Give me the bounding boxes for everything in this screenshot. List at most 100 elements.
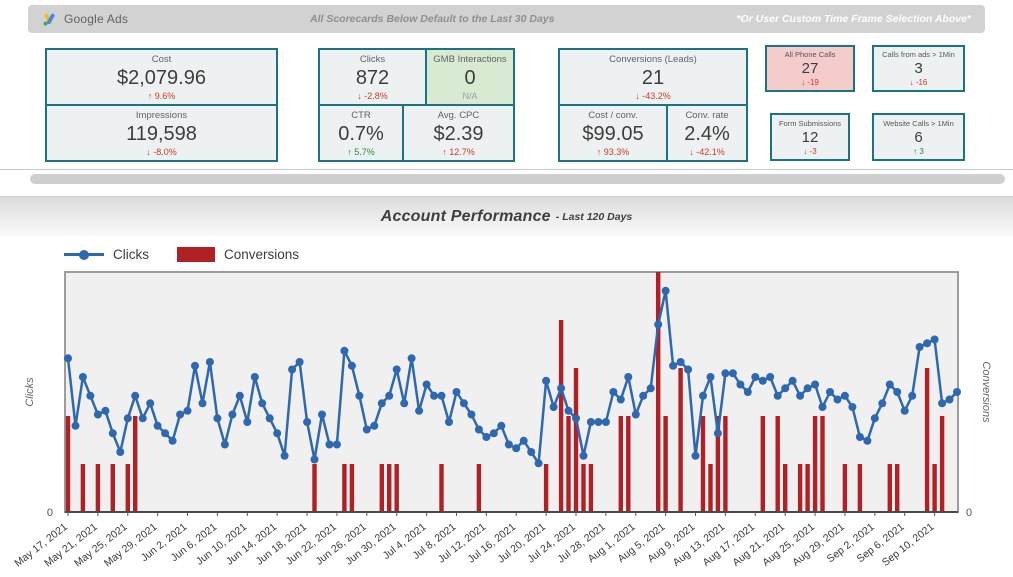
clicks-point[interactable] — [183, 406, 192, 415]
clicks-point[interactable] — [594, 418, 603, 426]
clicks-point[interactable] — [631, 410, 640, 419]
conversion-bar[interactable] — [566, 416, 571, 512]
conversion-bar[interactable] — [312, 464, 317, 512]
clicks-point[interactable] — [758, 376, 767, 385]
clicks-point[interactable] — [863, 436, 872, 445]
conversion-bar[interactable] — [812, 416, 818, 512]
clicks-point[interactable] — [385, 391, 394, 400]
scorecard-form-submissions[interactable]: Form Submissions 12 ↓ -3 — [770, 113, 850, 161]
clicks-point[interactable] — [713, 429, 722, 438]
clicks-point[interactable] — [362, 425, 371, 434]
clicks-point[interactable] — [310, 455, 319, 464]
clicks-point[interactable] — [400, 399, 409, 408]
conversion-bar[interactable] — [543, 464, 549, 512]
clicks-point[interactable] — [497, 421, 506, 430]
clicks-point[interactable] — [893, 388, 902, 396]
clicks-point[interactable] — [288, 365, 297, 374]
clicks-point[interactable] — [161, 429, 170, 438]
clicks-point[interactable] — [482, 433, 491, 441]
scorecard-cost-per-conv[interactable]: Cost / conv. $99.05 ↑ 93.3% — [560, 106, 666, 160]
conversion-bar[interactable] — [656, 272, 661, 512]
clicks-point[interactable] — [452, 388, 461, 396]
conversion-bar[interactable] — [394, 464, 399, 512]
scorecard-gmb-interactions[interactable]: GMB Interactions 0 N/A — [427, 50, 513, 104]
scorecard-cost[interactable]: Cost $2,079.96 ↑ 9.6% — [47, 50, 276, 104]
clicks-point[interactable] — [654, 320, 663, 329]
clicks-point[interactable] — [258, 399, 267, 408]
conversion-bar[interactable] — [588, 464, 594, 512]
clicks-point[interactable] — [437, 391, 446, 400]
clicks-point[interactable] — [691, 451, 700, 460]
scorecard-impressions[interactable]: Impressions 119,598 ↓ -8.0% — [47, 106, 276, 160]
conversion-bar[interactable] — [797, 464, 803, 512]
clicks-point[interactable] — [213, 414, 222, 423]
conversion-bar[interactable] — [760, 416, 765, 512]
clicks-point[interactable] — [295, 358, 304, 366]
clicks-point[interactable] — [706, 373, 715, 381]
conversion-bar[interactable] — [110, 464, 115, 512]
clicks-point[interactable] — [616, 395, 625, 404]
conversion-bar[interactable] — [887, 464, 892, 512]
clicks-point[interactable] — [123, 414, 132, 423]
conversion-bar[interactable] — [379, 464, 384, 512]
clicks-point[interactable] — [325, 440, 334, 449]
clicks-point[interactable] — [504, 440, 513, 449]
clicks-point[interactable] — [176, 410, 185, 419]
clicks-point[interactable] — [78, 373, 87, 381]
conversion-bar[interactable] — [663, 416, 668, 512]
clicks-point[interactable] — [586, 418, 595, 426]
scorecard-website-calls[interactable]: Website Calls > 1Min 6 ↑ 3 — [872, 113, 965, 161]
clicks-point[interactable] — [153, 421, 162, 430]
clicks-point[interactable] — [474, 425, 483, 434]
conversion-bar[interactable] — [349, 464, 355, 512]
scorecard-conversions[interactable]: Conversions (Leads) 21 ↓ -43.2% — [560, 50, 746, 104]
conversion-bar[interactable] — [678, 368, 683, 512]
conversion-bar[interactable] — [626, 416, 631, 512]
clicks-point[interactable] — [228, 410, 237, 419]
scorecard-ctr[interactable]: CTR 0.7% ↑ 5.7% — [320, 106, 402, 160]
clicks-point[interactable] — [743, 388, 752, 396]
clicks-point[interactable] — [542, 376, 551, 385]
clicks-point[interactable] — [601, 418, 610, 426]
clicks-point[interactable] — [557, 384, 566, 393]
scorecard-clicks[interactable]: Clicks 872 ↓ -2.8% — [320, 50, 425, 104]
scorecard-all-phone-calls[interactable]: All Phone Calls 27 ↓ -19 — [765, 45, 855, 92]
conversion-bar[interactable] — [715, 416, 721, 512]
clicks-point[interactable] — [191, 361, 199, 370]
conversion-bar[interactable] — [342, 464, 347, 512]
clicks-point[interactable] — [938, 399, 947, 408]
clicks-point[interactable] — [661, 286, 670, 295]
clicks-point[interactable] — [751, 373, 760, 381]
clicks-point[interactable] — [908, 391, 917, 400]
clicks-point[interactable] — [564, 406, 573, 415]
conversion-bar[interactable] — [558, 320, 564, 512]
clicks-point[interactable] — [840, 391, 849, 400]
clicks-point[interactable] — [318, 410, 326, 419]
clicks-point[interactable] — [781, 384, 790, 393]
clicks-point[interactable] — [265, 414, 274, 423]
clicks-point[interactable] — [572, 414, 580, 423]
conversion-bar[interactable] — [573, 368, 579, 512]
clicks-point[interactable] — [833, 395, 842, 404]
conversion-bar[interactable] — [65, 416, 71, 512]
conversion-bar[interactable] — [95, 464, 101, 512]
scorecard-calls-from-ads[interactable]: Calls from ads > 1Min 3 ↓ -16 — [872, 45, 965, 92]
clicks-point[interactable] — [728, 369, 737, 378]
clicks-point[interactable] — [303, 418, 312, 426]
clicks-point[interactable] — [131, 391, 140, 400]
conversion-bar[interactable] — [618, 416, 623, 512]
clicks-point[interactable] — [646, 384, 655, 393]
clicks-point[interactable] — [64, 354, 72, 363]
clicks-point[interactable] — [512, 444, 521, 453]
clicks-point[interactable] — [953, 388, 961, 396]
clicks-point[interactable] — [527, 448, 536, 456]
conversion-bar[interactable] — [387, 464, 392, 512]
clicks-point[interactable] — [930, 335, 939, 344]
conversion-bar[interactable] — [708, 464, 713, 512]
clicks-point[interactable] — [332, 440, 341, 449]
clicks-point[interactable] — [609, 388, 618, 396]
conversion-bar[interactable] — [125, 464, 130, 512]
clicks-point[interactable] — [370, 421, 379, 430]
clicks-point[interactable] — [198, 399, 207, 408]
clicks-point[interactable] — [86, 391, 95, 400]
